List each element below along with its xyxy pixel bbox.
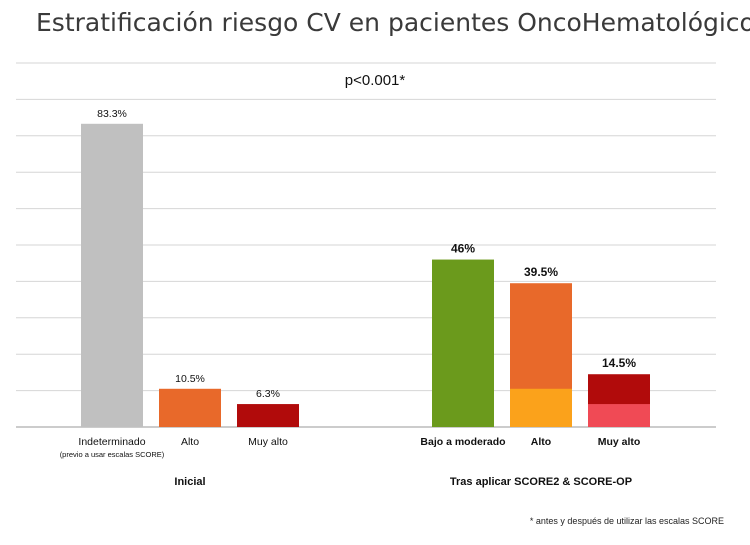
data-label: 10.5% — [175, 373, 205, 385]
bar — [81, 123, 143, 428]
bar-highlight-segment — [588, 404, 650, 427]
bar — [432, 259, 494, 427]
category-label: Indeterminado — [78, 436, 145, 448]
significance-annotation: p<0.001* — [344, 72, 406, 89]
group-label: Tras aplicar SCORE2 & SCORE-OP — [450, 476, 632, 488]
data-label: 83.3% — [97, 108, 127, 120]
data-label: 39.5% — [524, 265, 558, 279]
chart-title: Estratificación riesgo CV en pacientes O… — [36, 8, 750, 37]
category-label: Muy alto — [248, 436, 288, 448]
group-label: Inicial — [174, 476, 205, 488]
category-label: Bajo a moderado — [420, 436, 505, 448]
data-label: 6.3% — [256, 388, 280, 400]
bar — [237, 404, 299, 427]
bar-highlight-segment — [510, 388, 572, 427]
chart-footnote: * antes y después de utilizar las escala… — [529, 516, 724, 526]
category-sublabel: (previo a usar escalas SCORE) — [60, 450, 165, 459]
category-label: Alto — [531, 436, 551, 448]
labels: 83.3% Indeterminado (previo a usar escalas… — [60, 108, 641, 488]
bar — [159, 388, 221, 427]
category-label: Alto — [181, 436, 199, 448]
data-label: 46% — [451, 242, 475, 256]
bars — [81, 123, 650, 428]
category-label: Muy alto — [598, 436, 641, 448]
data-label: 14.5% — [602, 356, 636, 370]
